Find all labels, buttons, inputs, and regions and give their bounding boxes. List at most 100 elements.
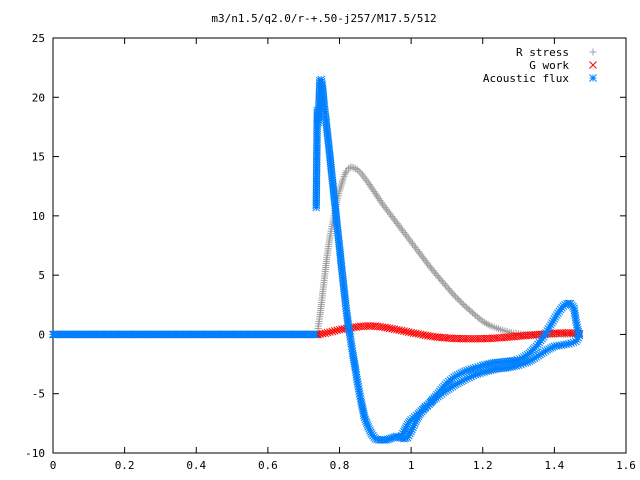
data-point [396,433,405,442]
data-point [422,258,430,266]
data-point [421,256,429,264]
data-point [439,278,447,286]
data-point [374,193,382,201]
data-point [450,291,458,299]
data-point [376,196,384,204]
y-tick-label: 0 [38,328,45,341]
data-point [367,182,375,190]
legend-marker [589,61,597,69]
data-point [396,223,404,231]
data-point [353,166,361,174]
data-point [412,329,420,338]
data-point [392,325,401,334]
data-point [370,188,378,196]
y-tick-label: 15 [32,151,45,164]
data-point [388,212,396,220]
x-axis: 0 0.2 0.4 0.6 0.8 1 1.2 1.4 1.6 [50,38,636,472]
data-point [459,300,467,308]
data-point [391,216,399,224]
data-point [470,310,478,318]
data-point [443,283,451,291]
data-point [389,214,397,222]
data-point [449,290,457,298]
data-point [482,319,490,327]
y-tick-label: 25 [32,32,45,45]
series-layer [49,75,584,444]
data-point [373,191,381,199]
data-point [419,331,427,339]
data-point [453,294,461,302]
data-point [447,288,455,296]
data-point [399,227,407,235]
y-tick-label: 20 [32,91,45,104]
x-tick-label: 1.6 [616,459,636,472]
data-point [365,180,373,188]
y-tick-label: -10 [25,447,45,460]
data-point [523,358,532,366]
y-tick-label: 10 [32,210,45,223]
data-point [393,220,401,228]
data-point [452,293,460,301]
data-point [387,211,395,219]
x-tick-label: 0 [50,459,57,472]
y-tick-label: -5 [32,388,45,401]
data-point [473,313,481,321]
data-point [318,329,327,338]
y-tick-label: 5 [38,269,45,282]
data-point [456,297,464,305]
data-point [417,251,425,259]
data-point [348,163,356,171]
data-point [409,329,418,337]
data-point [368,184,376,192]
data-point [381,204,389,212]
data-point [395,326,404,335]
data-point [375,195,383,203]
data-point [404,328,413,336]
data-point [395,221,403,229]
data-point [341,170,349,178]
data-point [444,285,452,293]
data-point [380,202,388,210]
data-point [400,327,408,335]
legend-label: R stress [516,46,569,59]
legend-label: Acoustic flux [483,72,569,85]
data-point [330,327,339,335]
data-point [477,316,485,324]
legend-label: G work [529,59,569,72]
data-point [364,179,372,187]
data-point [458,299,466,307]
x-tick-label: 1.2 [473,459,493,472]
data-point [420,255,428,263]
data-point [414,247,422,255]
data-point [311,330,320,339]
data-point [392,218,400,226]
data-point [446,286,454,294]
data-point [385,209,393,217]
data-point [397,225,405,233]
x-tick-label: 0.4 [186,459,206,472]
x-tick-label: 0.6 [258,459,278,472]
x-tick-label: 0.8 [330,459,350,472]
data-point [378,200,386,208]
series-acoustic-flux [49,75,584,444]
legend-marker [589,74,597,82]
x-tick-label: 0.2 [115,459,135,472]
data-point [481,318,489,326]
data-point [442,281,450,289]
data-point [385,324,394,333]
data-point [326,328,334,336]
data-point [484,320,492,328]
data-point [377,198,385,206]
data-point [402,327,411,336]
data-point [355,167,363,175]
data-point [440,280,448,288]
data-point [418,253,426,261]
data-point [436,275,444,283]
data-point [384,207,392,215]
y-axis: -10 -5 0 5 10 15 20 25 [25,32,626,460]
data-point [350,164,358,172]
data-point [328,327,337,336]
data-point [397,326,406,335]
